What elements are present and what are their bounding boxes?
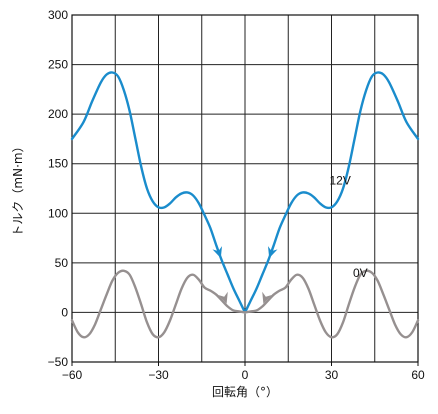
series-label-0v: 0V [353,266,368,280]
x-tick-label-0: −60 [62,368,83,382]
arrow-0v-2 [218,291,228,304]
series-labels: 12V 0V [329,174,367,280]
y-tick-label-2: 50 [55,256,69,270]
y-tick-label-4: 150 [48,157,68,171]
series-0v-line [70,269,420,339]
x-tick-label-1: −30 [148,368,169,382]
x-tick-label-4: 60 [411,368,425,382]
x-axis-label: 回転角（°） [212,385,278,399]
series-layer [70,71,420,339]
y-tick-label-1: 0 [61,305,68,319]
series-0v-segment-1 [243,269,420,339]
series-12v-line [70,71,420,314]
arrow-12v-1 [268,246,278,259]
y-tick-label-0: −50 [48,355,69,369]
y-tick-label-7: 300 [48,8,68,22]
arrow-layer [212,246,278,304]
x-tick-label-2: 0 [242,368,249,382]
y-tick-labels: −50 0 50 100 150 200 250 300 [48,8,69,369]
y-tick-label-6: 250 [48,58,68,72]
y-tick-label-5: 200 [48,107,68,121]
series-0v-segment-0 [70,269,247,339]
y-axis-label: トルク（mN·m） [11,140,25,236]
y-tick-label-3: 100 [48,206,68,220]
arrow-0v-3 [262,291,272,304]
arrow-12v-0 [212,246,222,259]
series-label-12v: 12V [329,174,350,188]
plot-frame [71,14,419,366]
series-12v-segment-0 [70,71,247,314]
x-tick-label-3: 30 [325,368,339,382]
x-tick-labels: −60 −30 0 30 60 [62,368,425,382]
series-12v-segment-1 [243,71,420,314]
